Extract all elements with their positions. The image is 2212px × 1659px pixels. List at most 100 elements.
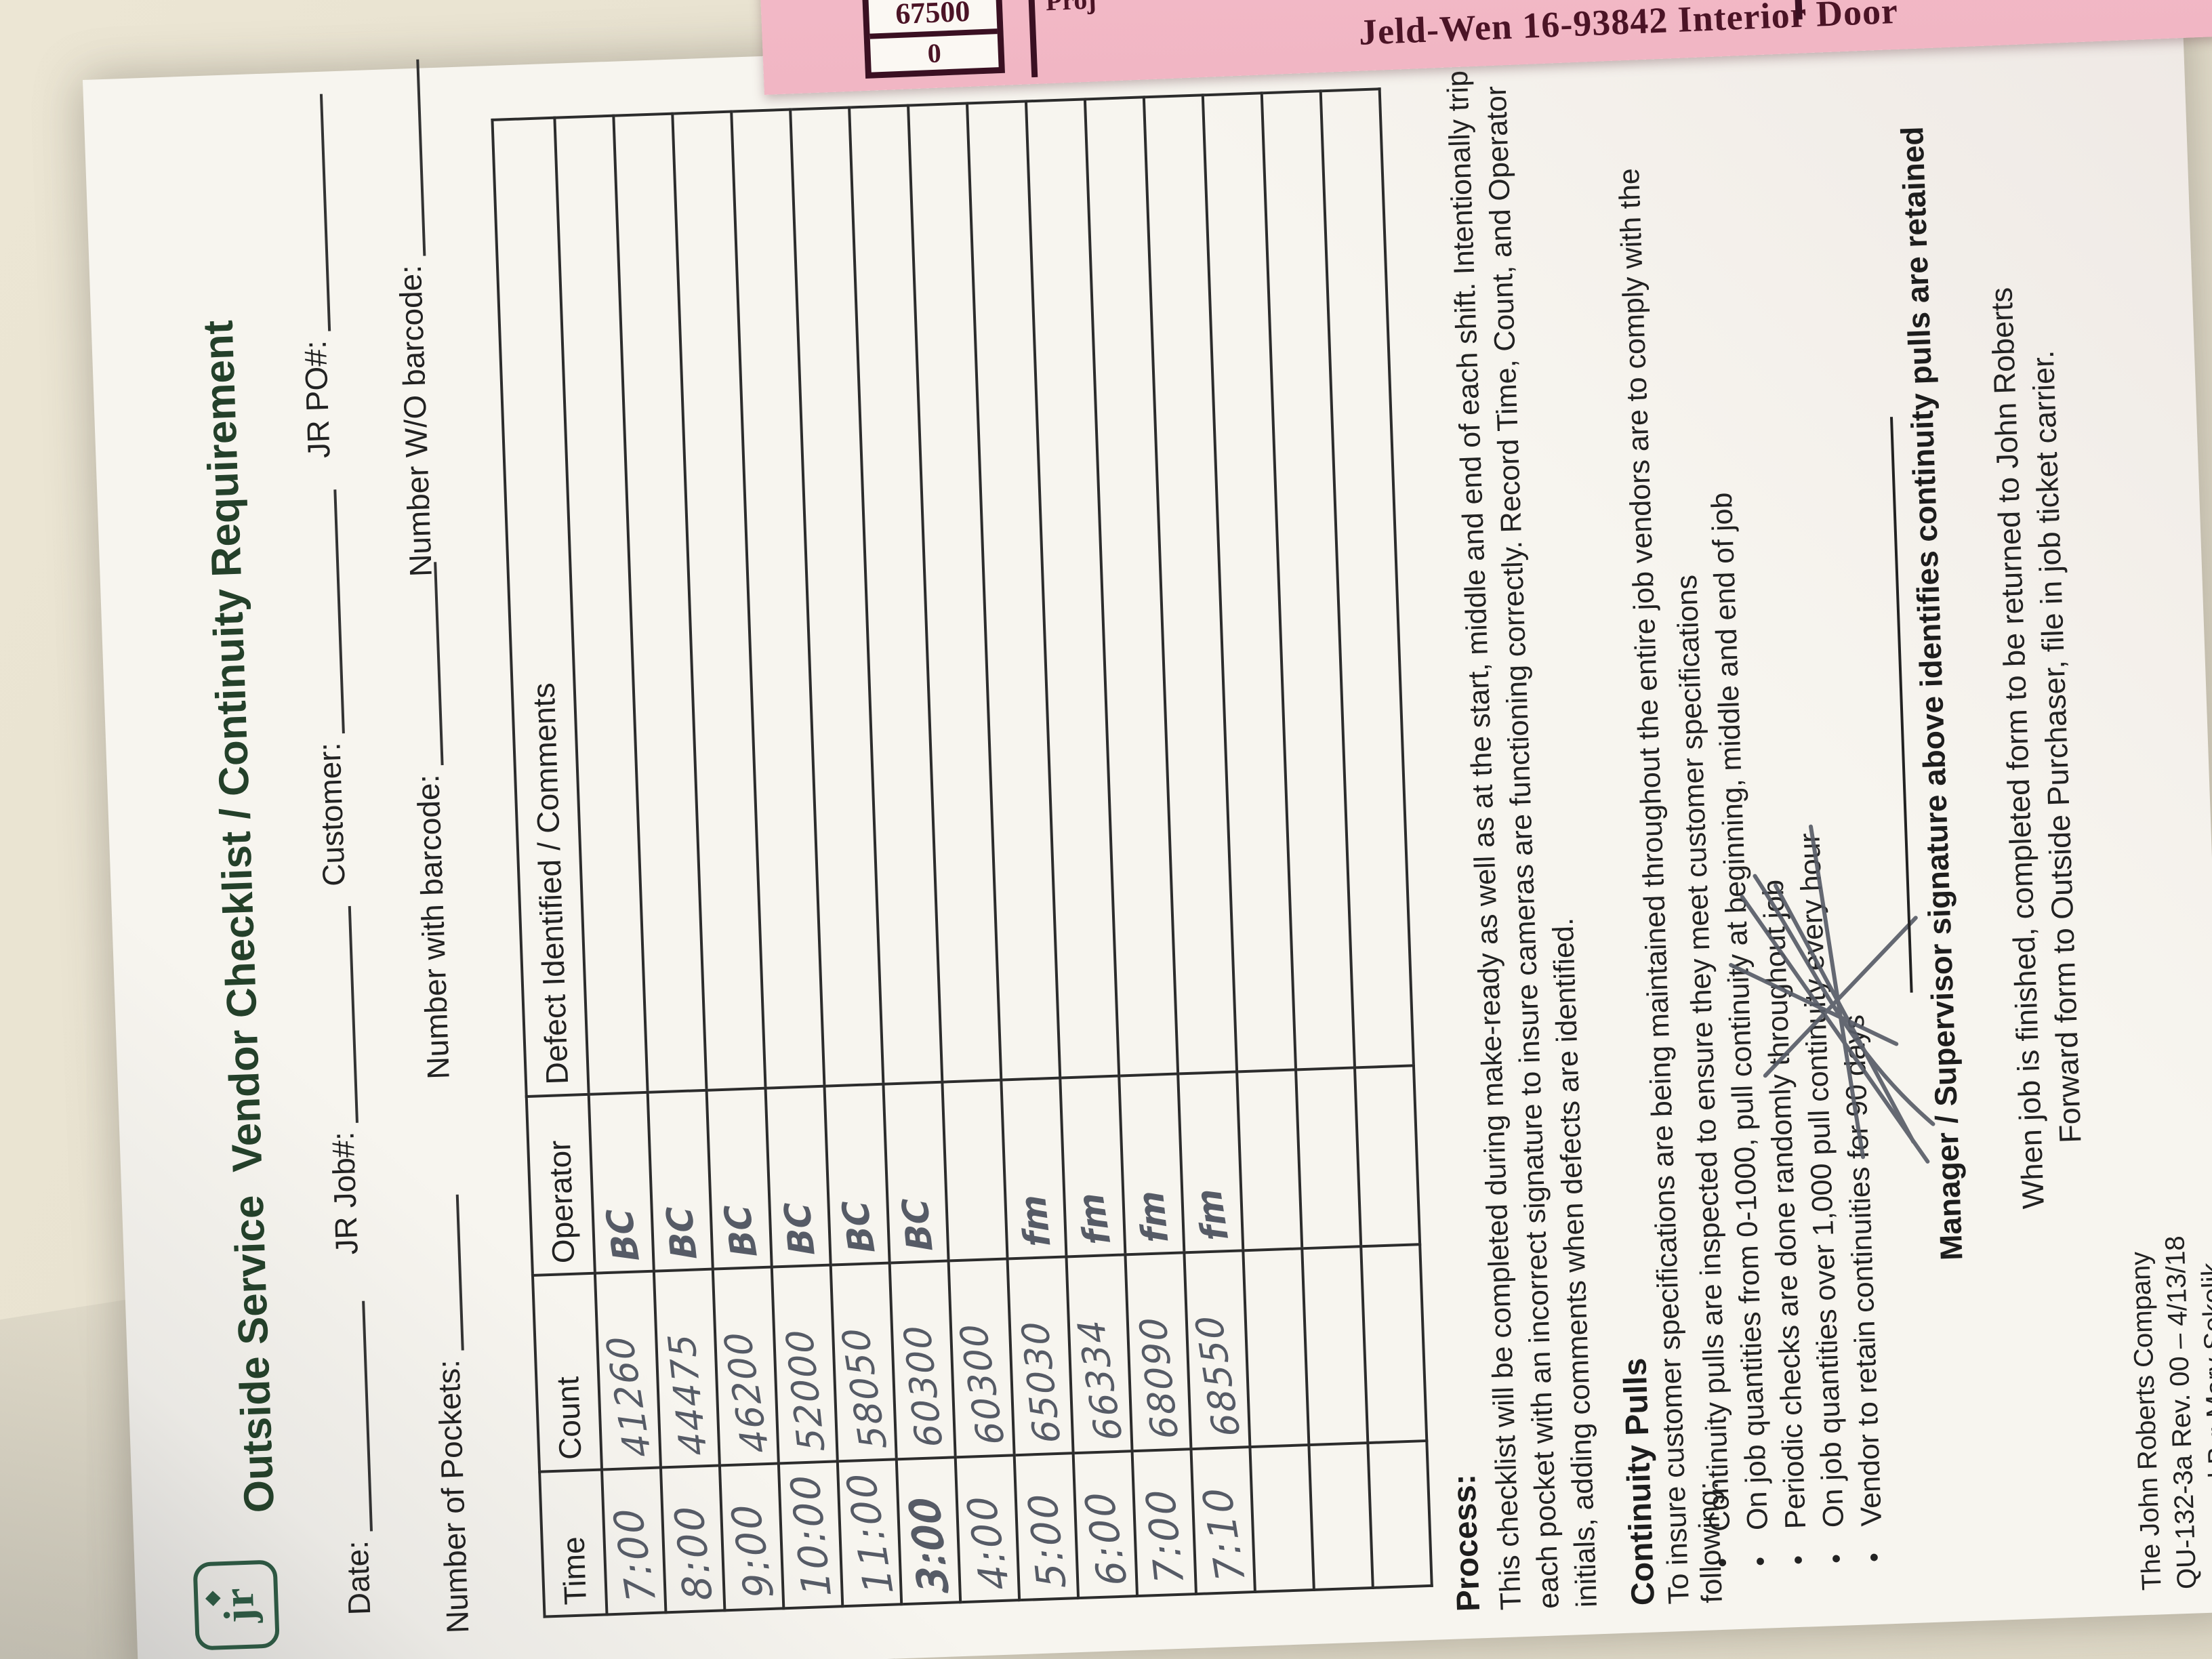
pockets-blank-line: [389, 59, 426, 258]
handwritten-operator-initials: BC: [659, 1206, 705, 1260]
count-cell: 68550: [1184, 1250, 1250, 1449]
bullet-dot-icon: •: [1745, 1556, 1776, 1567]
header-label: Customer:: [310, 733, 352, 887]
proj-column-label: Proj: [1044, 0, 1097, 17]
pockets-field: Number of Pockets:: [424, 1194, 476, 1634]
handwritten-time: 7:00: [1136, 1488, 1193, 1584]
pockets-label: Number W/O barcode:: [392, 255, 438, 577]
operator-cell: [1354, 1065, 1420, 1247]
header-label: JR PO#:: [297, 331, 337, 459]
count-cell: 60300: [889, 1261, 956, 1460]
handwritten-time: 8:00: [665, 1504, 722, 1601]
operator-cell: BC: [765, 1086, 831, 1267]
time-cell: 9:00: [719, 1463, 784, 1611]
bullet-dot-icon: •: [1859, 1552, 1889, 1563]
time-cell: 10:00: [778, 1461, 843, 1609]
job-zero-value: 0: [926, 37, 942, 69]
time-cell: [1309, 1442, 1373, 1590]
operator-cell: BC: [883, 1082, 949, 1263]
handwritten-time: 3:00: [901, 1496, 958, 1593]
handwritten-count: 52000: [777, 1328, 834, 1452]
bullet-dot-icon: •: [1783, 1555, 1814, 1565]
count-cell: 52000: [771, 1265, 838, 1464]
form-footer: The John Roberts Company QU-132-3a Rev. 0…: [2122, 1234, 2212, 1591]
form-title: Outside Service Vendor Checklist / Conti…: [194, 319, 283, 1514]
count-cell: 44475: [653, 1269, 720, 1468]
handwritten-operator-initials: BC: [777, 1202, 823, 1256]
pockets-blank-line: [407, 562, 444, 766]
handwritten-operator-initials: BC: [834, 1200, 884, 1254]
handwritten-time: 7:10: [1193, 1485, 1254, 1583]
operator-cell: BC: [824, 1084, 890, 1265]
bullet-dot-icon: •: [1821, 1553, 1851, 1564]
handwritten-operator-initials: BC: [895, 1197, 941, 1252]
time-cell: 8:00: [660, 1465, 725, 1613]
header-blank-line: [335, 1300, 373, 1533]
handwritten-time: 4:00: [957, 1493, 1019, 1591]
handwritten-count: 41260: [597, 1334, 660, 1458]
header-label: Date:: [339, 1531, 377, 1616]
pockets-blank-line: [428, 1194, 464, 1352]
header-blank-line: [306, 489, 345, 735]
handwritten-count: 60300: [895, 1324, 951, 1448]
header-field: Customer:: [302, 489, 352, 887]
time-cell: 7:00: [602, 1467, 666, 1615]
column-header-time: Time: [539, 1469, 607, 1617]
handwritten-operator-initials: fm: [1012, 1194, 1059, 1248]
handwritten-operator-initials: BC: [716, 1204, 766, 1258]
handwritten-count: 68090: [1131, 1315, 1187, 1439]
handwritten-count: 60300: [951, 1322, 1014, 1446]
operator-cell: BC: [647, 1090, 713, 1271]
operator-cell: BC: [706, 1088, 772, 1269]
header-field: JR PO#:: [288, 94, 337, 459]
time-cell: 7:00: [1132, 1448, 1196, 1597]
count-cell: 66334: [1066, 1254, 1132, 1454]
operator-cell: BC: [588, 1092, 654, 1273]
handwritten-count: 46200: [715, 1330, 778, 1454]
handwritten-count: 66334: [1069, 1317, 1132, 1442]
handwritten-count: 68550: [1187, 1313, 1250, 1438]
header-field: JR Job#:: [316, 905, 365, 1256]
handwritten-time: 7:00: [603, 1505, 665, 1603]
time-cell: [1250, 1444, 1314, 1592]
process-heading: Process:: [1446, 1473, 1488, 1612]
pockets-field: Number W/O barcode:: [384, 59, 439, 577]
time-cell: 3:00: [896, 1457, 961, 1605]
operator-cell: fm: [1001, 1078, 1067, 1259]
handwritten-time: 11:00: [836, 1470, 903, 1595]
handwritten-operator-initials: BC: [598, 1208, 648, 1263]
bullet-dot-icon: •: [1707, 1557, 1738, 1568]
job-count-value: 67500: [868, 0, 998, 39]
count-cell: [1243, 1248, 1309, 1447]
operator-cell: [1237, 1069, 1303, 1251]
handwritten-time: 6:00: [1075, 1489, 1136, 1587]
header-blank-line: [292, 94, 331, 333]
job-count-box: 67500 0: [861, 0, 1005, 79]
count-cell: [1302, 1246, 1368, 1445]
handwritten-count: 44475: [659, 1332, 716, 1456]
count-cell: 68090: [1125, 1252, 1191, 1452]
pockets-field-row: Number of Pockets: Number with barcode: …: [385, 59, 475, 1659]
process-text: This checklist will be completed during …: [1438, 56, 1606, 1610]
count-cell: 65030: [1007, 1256, 1073, 1456]
time-cell: 6:00: [1073, 1451, 1138, 1599]
handwritten-time: 10:00: [781, 1473, 840, 1597]
operator-cell: fm: [1119, 1073, 1185, 1255]
header-label: JR Job#:: [324, 1122, 365, 1256]
count-cell: 46200: [712, 1267, 779, 1466]
handwritten-operator-initials: fm: [1069, 1191, 1120, 1246]
time-count-table: Time Count Operator Defect Identified / Com…: [491, 87, 1433, 1618]
column-header-operator: Operator: [526, 1094, 595, 1275]
jeld-wen-job-title: Jeld-Wen 16-93842 Interior Door: [1357, 0, 1899, 53]
date-field-row: Date: JR Job#: Customer: JR PO#:: [287, 73, 377, 1659]
closing-instructions: When job is finished, completed form to …: [1974, 69, 2100, 1427]
time-cell: 5:00: [1014, 1453, 1079, 1601]
jr-company-logo: jr: [192, 1559, 280, 1651]
pockets-field: Number with barcode:: [402, 562, 457, 1080]
vendor-checklist-paper: jr Outside Service Vendor Checklist / Co…: [83, 6, 2212, 1659]
handwritten-time: 5:00: [1018, 1492, 1076, 1589]
operator-cell: fm: [1060, 1076, 1126, 1257]
count-cell: 58050: [830, 1263, 897, 1462]
operator-cell: fm: [1178, 1071, 1244, 1253]
handwritten-operator-initials: fm: [1187, 1187, 1237, 1242]
